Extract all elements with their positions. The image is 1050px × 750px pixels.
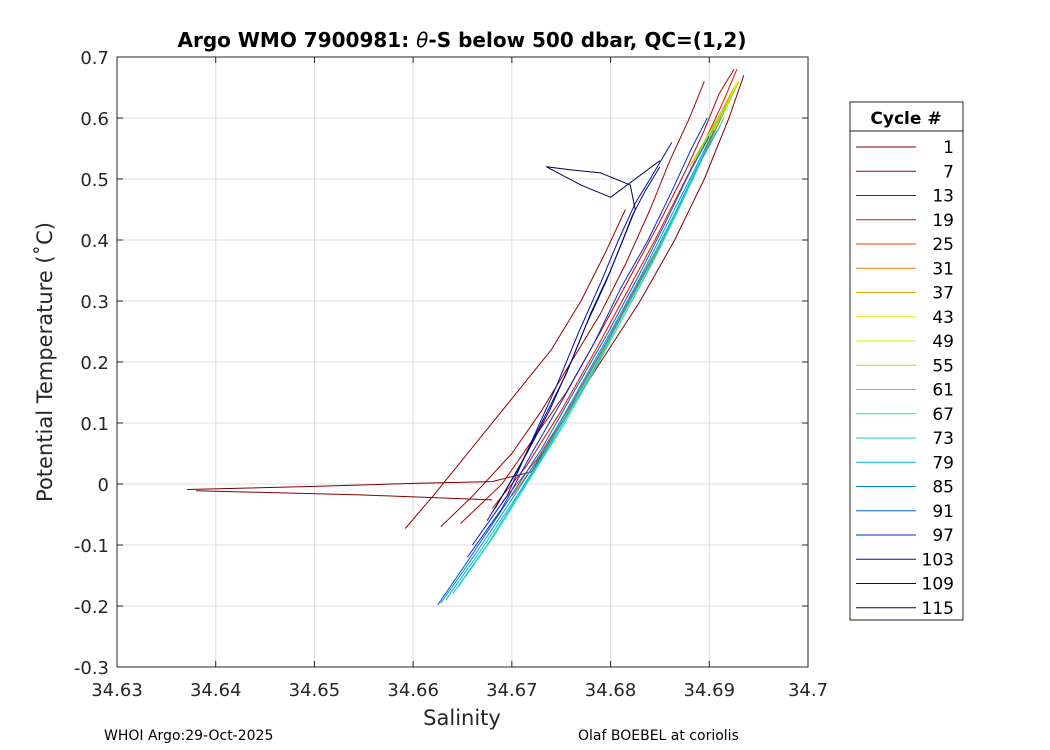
legend-entry: 61 bbox=[856, 381, 954, 401]
series-line-cycle-73 bbox=[452, 123, 722, 595]
x-tick-label: 34.65 bbox=[289, 680, 341, 701]
series-line-cycle-7b bbox=[440, 81, 705, 528]
series-line-cycle-1b bbox=[195, 490, 493, 501]
legend-label: 13 bbox=[932, 187, 954, 207]
legend-entry: 31 bbox=[856, 259, 954, 279]
legend-label: 19 bbox=[932, 211, 954, 231]
tick-marks bbox=[116, 56, 809, 668]
y-tick-label: 0.7 bbox=[80, 48, 109, 69]
y-axis-label: Potential Temperature (˚C) bbox=[33, 222, 57, 502]
legend-label: 97 bbox=[932, 526, 954, 546]
y-tick-label: 0 bbox=[98, 475, 109, 496]
series-line-cycle-79 bbox=[445, 129, 718, 601]
footer-right: Olaf BOEBEL at coriolis bbox=[578, 728, 739, 744]
y-tick-label: -0.1 bbox=[74, 536, 109, 557]
legend-entry: 49 bbox=[856, 332, 954, 352]
legend-label: 7 bbox=[943, 162, 954, 182]
legend-entry: 109 bbox=[856, 575, 954, 595]
y-tick-label: 0.3 bbox=[80, 292, 109, 313]
legend-label: 79 bbox=[932, 453, 954, 473]
legend-label: 1 bbox=[943, 138, 954, 158]
x-tick-labels: 34.63 34.64 34.65 34.66 34.67 34.68 34.69 34.7 bbox=[91, 680, 828, 701]
legend-entry: 55 bbox=[856, 356, 954, 376]
legend-label: 43 bbox=[932, 308, 954, 328]
series-line-cycle-91 bbox=[437, 136, 710, 606]
legend-label: 61 bbox=[932, 381, 954, 401]
y-tick-label: -0.2 bbox=[74, 597, 109, 618]
series-line-cycle-37 bbox=[689, 87, 735, 168]
legend-label: 103 bbox=[922, 550, 954, 570]
x-axis-label: Salinity bbox=[423, 706, 501, 730]
series-line-cycle-13 bbox=[460, 68, 735, 524]
legend-entry: 103 bbox=[856, 550, 954, 570]
chart-title: Argo WMO 7900981: θ-S below 500 dbar, QC… bbox=[178, 28, 747, 52]
x-tick-label: 34.68 bbox=[585, 680, 637, 701]
x-tick-label: 34.64 bbox=[190, 680, 242, 701]
legend-label: 85 bbox=[932, 478, 954, 498]
legend-label: 67 bbox=[932, 405, 954, 425]
series-line-cycle-109 bbox=[486, 166, 661, 521]
x-tick-label: 34.69 bbox=[684, 680, 736, 701]
series-line-cycle-7 bbox=[404, 209, 626, 529]
legend-label: 49 bbox=[932, 332, 954, 352]
series-line-cycle-61 bbox=[696, 105, 727, 155]
legend-entry: 97 bbox=[856, 526, 954, 546]
legend-label: 109 bbox=[922, 575, 954, 595]
y-tick-label: 0.4 bbox=[80, 231, 109, 252]
y-tick-label: 0.2 bbox=[80, 353, 109, 374]
legend-entry: 79 bbox=[856, 453, 954, 473]
legend-entry: 67 bbox=[856, 405, 954, 425]
x-tick-label: 34.67 bbox=[486, 680, 538, 701]
legend-entry: 91 bbox=[856, 502, 954, 522]
legend-entries: 1 7 13 19 25 31 37 43 49 55 61 67 73 79 85 91 97 103 109 11… bbox=[856, 138, 954, 619]
y-tick-label: -0.3 bbox=[74, 658, 109, 679]
x-tick-label: 34.66 bbox=[387, 680, 439, 701]
legend-label: 55 bbox=[932, 356, 954, 376]
legend-title: Cycle # bbox=[870, 109, 941, 129]
legend-entry: 13 bbox=[856, 187, 954, 207]
legend-entry: 73 bbox=[856, 429, 954, 449]
legend-entry: 37 bbox=[856, 284, 954, 304]
series-line-cycle-115 bbox=[494, 160, 661, 509]
series-line-cycle-103 bbox=[471, 142, 673, 546]
y-tick-label: 0.1 bbox=[80, 414, 109, 435]
series-line-cycle-19 bbox=[491, 69, 738, 509]
legend-entry: 7 bbox=[856, 162, 954, 182]
legend-box bbox=[849, 101, 964, 621]
x-tick-label: 34.7 bbox=[788, 680, 828, 701]
legend-entry: 25 bbox=[856, 235, 954, 255]
y-tick-label: 0.5 bbox=[80, 170, 109, 191]
y-tick-label: 0.6 bbox=[80, 109, 109, 130]
series-line-cycle-97 bbox=[466, 117, 708, 558]
legend-entry: 43 bbox=[856, 308, 954, 328]
legend-entry: 85 bbox=[856, 478, 954, 498]
legend: Cycle # 1 7 13 19 25 31 37 43 49 55 61 67 73 79 85 91 97… bbox=[849, 101, 964, 621]
series-lines bbox=[187, 68, 745, 606]
legend-label: 91 bbox=[932, 502, 954, 522]
legend-label: 73 bbox=[932, 429, 954, 449]
legend-label: 115 bbox=[922, 599, 954, 619]
legend-label: 37 bbox=[932, 284, 954, 304]
legend-entry: 115 bbox=[856, 599, 954, 619]
series-line-cycle-85 bbox=[440, 129, 715, 604]
legend-label: 31 bbox=[932, 259, 954, 279]
footer-left: WHOI Argo:29-Oct-2025 bbox=[104, 728, 273, 744]
legend-label: 25 bbox=[932, 235, 954, 255]
y-tick-labels: -0.3 -0.2 -0.1 0 0.1 0.2 0.3 0.4 0.5 0.6 0.7 bbox=[74, 48, 109, 679]
x-tick-label: 34.63 bbox=[91, 680, 143, 701]
legend-entry: 1 bbox=[856, 138, 954, 158]
legend-entry: 19 bbox=[856, 211, 954, 231]
